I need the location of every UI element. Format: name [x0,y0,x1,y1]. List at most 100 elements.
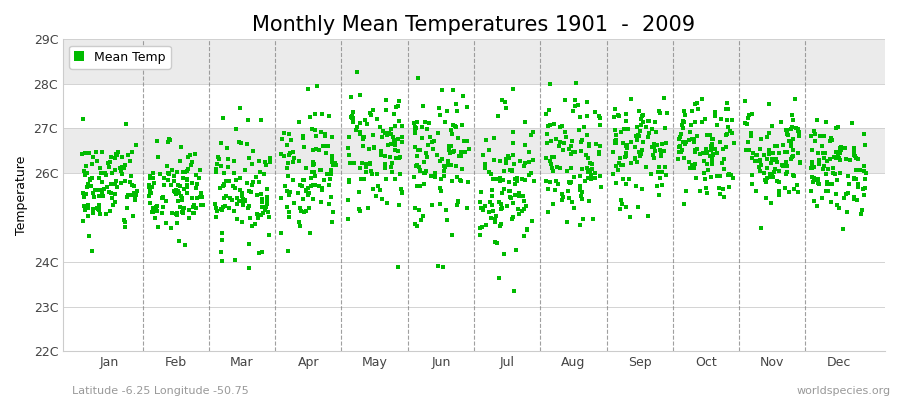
Point [453,177,467,184]
Point [185,180,200,186]
Point [804,164,818,171]
Point [608,140,623,146]
Point [511,193,526,200]
Point [820,179,834,186]
Point [260,196,274,203]
Point [354,129,368,135]
Point [314,185,328,191]
Point [657,148,671,154]
Point [125,182,140,188]
Point [185,195,200,201]
Point [433,201,447,207]
Point [287,155,302,162]
Point [764,172,778,178]
Point [96,193,111,199]
Point [804,132,818,139]
Point [831,124,845,130]
Point [410,118,424,125]
Point [833,149,848,155]
Point [618,154,633,160]
Point [108,199,122,206]
Point [517,198,531,204]
Point [209,166,223,172]
Point [674,146,688,153]
Point [364,168,378,174]
Point [382,130,397,136]
Point [698,185,713,192]
Point [636,119,651,125]
Point [150,138,165,144]
Point [309,146,323,152]
Point [618,142,633,148]
Point [245,223,259,230]
Point [761,151,776,158]
Point [186,210,201,216]
Point [646,155,661,162]
Point [431,130,446,136]
Point [565,138,580,144]
Point [308,182,322,189]
Point [121,192,135,198]
Point [506,152,520,158]
Point [580,98,594,105]
Point [85,175,99,181]
Point [457,138,472,144]
Point [318,143,332,150]
Point [506,129,520,135]
Point [306,159,320,166]
Point [359,164,374,170]
Point [512,190,526,197]
Point [855,206,869,213]
Point [636,139,651,145]
Point [392,155,407,161]
Point [491,240,505,246]
Point [444,143,458,150]
Point [499,105,513,111]
Point [392,118,407,124]
Point [716,145,730,152]
Point [591,113,606,119]
Point [312,166,327,173]
Point [828,125,842,132]
Point [302,86,316,92]
Point [295,196,310,202]
Point [92,207,106,213]
Point [690,133,705,140]
Point [744,180,759,187]
Point [162,170,176,176]
Point [225,197,239,204]
Point [678,119,692,126]
Point [833,150,848,156]
Point [673,133,688,140]
Point [208,201,222,207]
Point [762,147,777,153]
Point [856,186,870,192]
Point [252,179,266,186]
Point [544,137,558,144]
Point [366,132,381,138]
Point [392,148,406,154]
Point [364,171,379,177]
Point [504,216,518,222]
Point [761,101,776,107]
Point [164,182,178,188]
Point [556,140,571,146]
Point [726,140,741,146]
Point [507,288,521,294]
Point [327,160,341,166]
Point [836,226,850,232]
Point [639,164,653,170]
Point [559,167,573,174]
Point [451,198,465,205]
Point [378,129,392,136]
Point [749,188,763,195]
Point [805,159,819,166]
Point [749,152,763,158]
Point [349,124,364,131]
Point [485,192,500,199]
Point [176,168,191,175]
Point [497,186,511,192]
Point [436,168,451,174]
Point [581,142,596,149]
Point [378,153,392,160]
